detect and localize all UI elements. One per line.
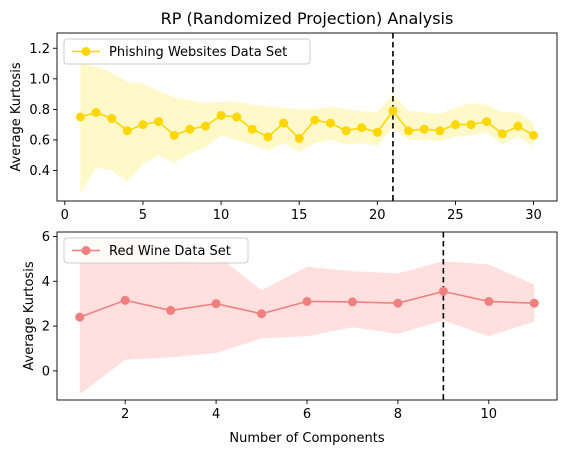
- data-point: [484, 296, 494, 306]
- x-tick-label: 2: [121, 407, 129, 422]
- data-point: [302, 296, 312, 306]
- data-point: [529, 130, 539, 140]
- data-point: [216, 110, 226, 120]
- x-axis-label: Number of Components: [229, 431, 384, 446]
- x-tick-label: 0: [61, 208, 69, 223]
- data-point: [211, 299, 221, 309]
- x-tick-label: 8: [394, 407, 402, 422]
- x-tick-label: 10: [481, 407, 498, 422]
- y-tick-label: 0.8: [29, 103, 50, 118]
- data-point: [357, 123, 367, 133]
- legend-label: Phishing Websites Data Set: [109, 45, 287, 60]
- data-point: [419, 124, 429, 134]
- data-point: [294, 133, 304, 143]
- data-point: [75, 312, 85, 322]
- data-point: [75, 112, 85, 122]
- data-point: [257, 309, 267, 319]
- data-point: [122, 126, 132, 136]
- data-point: [120, 295, 130, 305]
- x-tick-label: 6: [303, 407, 311, 422]
- legend-marker: [81, 246, 91, 255]
- data-point: [435, 126, 445, 136]
- data-point: [91, 107, 101, 117]
- data-point: [310, 115, 320, 125]
- data-point: [169, 130, 179, 140]
- chart-1: 0 5 10 15 20 25 30 0.4 0.6 0.8 1.0 1.2 Average Kurto…: [9, 9, 558, 223]
- x-tick-label: 5: [139, 208, 147, 223]
- confidence-band: [79, 239, 535, 395]
- x-tick-label: 20: [369, 208, 386, 223]
- data-point: [497, 129, 507, 139]
- data-point: [200, 121, 210, 131]
- x-tick-label: 10: [213, 208, 230, 223]
- x-tick-label: 15: [291, 208, 308, 223]
- legend: Phishing Websites Data Set: [63, 38, 311, 65]
- data-point: [166, 305, 176, 315]
- y-tick-label: 0.6: [29, 133, 50, 148]
- data-point: [107, 114, 117, 124]
- data-point: [529, 298, 539, 308]
- legend-marker: [81, 47, 91, 56]
- data-point: [325, 118, 335, 128]
- y-axis-label: Average Kurtosis: [22, 261, 37, 370]
- legend-box: [63, 38, 311, 65]
- legend-box: [63, 237, 249, 264]
- chart-title: RP (Randomized Projection) Analysis: [161, 9, 454, 28]
- data-point: [372, 127, 382, 137]
- y-tick-label: 1.2: [29, 42, 50, 57]
- data-point: [482, 117, 492, 127]
- chart-2: 2 4 6 8 10 0 2 4 6 Average Kurtosis Number of Comp…: [22, 230, 558, 446]
- data-point: [388, 106, 398, 116]
- x-tick-label: 25: [447, 208, 464, 223]
- data-point: [247, 124, 257, 134]
- y-tick-label: 6: [42, 230, 50, 245]
- data-point: [347, 297, 357, 307]
- data-point: [232, 112, 242, 122]
- data-point: [438, 286, 448, 296]
- legend: Red Wine Data Set: [63, 237, 249, 264]
- data-point: [450, 120, 460, 130]
- y-axis-label: Average Kurtosis: [9, 62, 24, 171]
- x-tick-label: 4: [212, 407, 220, 422]
- y-tick-label: 1.0: [29, 72, 50, 87]
- data-point: [279, 118, 289, 128]
- data-point: [466, 120, 476, 130]
- y-tick-label: 0: [42, 364, 50, 379]
- axes-frame: [56, 32, 558, 202]
- x-tick-label: 30: [525, 208, 542, 223]
- data-point: [513, 121, 523, 131]
- y-tick-label: 0.4: [29, 164, 50, 179]
- data-point: [393, 298, 403, 308]
- legend-label: Red Wine Data Set: [109, 244, 231, 259]
- data-point: [185, 124, 195, 134]
- data-point: [404, 126, 414, 136]
- data-point: [154, 117, 164, 127]
- data-point: [341, 126, 351, 136]
- data-point: [138, 120, 148, 130]
- y-tick-label: 2: [42, 320, 50, 335]
- data-point: [263, 132, 273, 142]
- y-tick-label: 4: [42, 275, 50, 290]
